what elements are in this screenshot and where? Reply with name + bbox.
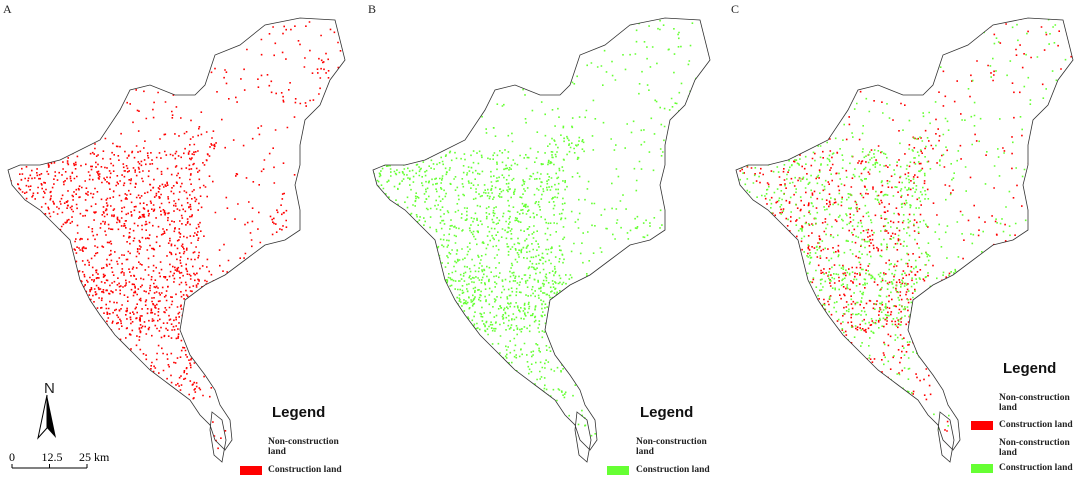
region-fill	[8, 18, 345, 462]
scale-label: 25 km	[79, 450, 110, 464]
panel-label: B	[368, 2, 377, 16]
legend-title: Legend	[272, 404, 326, 421]
scale-label: 12.5	[42, 450, 63, 464]
legend-swatch	[240, 466, 262, 475]
legend-label: Non-construction land	[268, 437, 339, 457]
legend-label: Non-construction land	[999, 393, 1070, 413]
legend-swatch	[971, 421, 993, 430]
legend-swatch	[971, 464, 993, 473]
north-label: N	[44, 380, 55, 397]
panel-label: C	[731, 2, 740, 16]
panel-label: A	[3, 2, 12, 16]
legend-swatch	[607, 466, 629, 475]
legend-label: Construction land	[999, 463, 1073, 473]
legend-label: Non-construction land	[636, 437, 707, 457]
scale-label: 0	[9, 450, 15, 464]
legend-label: Construction land	[999, 420, 1073, 430]
legend-label: Construction land	[268, 465, 342, 475]
legend-title: Legend	[640, 404, 694, 421]
map-panel	[7, 17, 346, 463]
legend-title: Legend	[1003, 360, 1057, 377]
legend-label: Construction land	[636, 465, 710, 475]
legend-label: Non-construction land	[999, 438, 1070, 458]
north-arrow	[37, 394, 56, 440]
map-panel	[372, 17, 711, 463]
region-fill	[373, 18, 710, 462]
